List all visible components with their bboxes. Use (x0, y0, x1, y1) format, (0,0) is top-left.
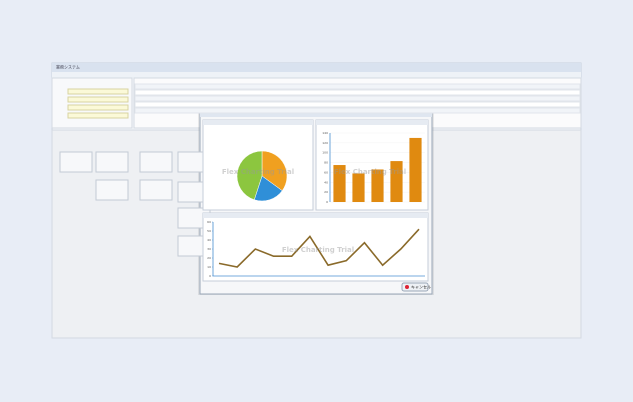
chart-panel (202, 212, 429, 282)
flow-node (95, 151, 129, 173)
table-row (134, 107, 581, 114)
y-tick-label: 60 (207, 220, 211, 224)
panel-header (203, 120, 313, 125)
table-row (134, 89, 581, 96)
watermark: Flex Charting Trial (282, 246, 354, 254)
cancel-label: キャンセル (411, 285, 431, 290)
bar (390, 161, 403, 202)
watermark: Flex Charting Trial (222, 168, 294, 176)
y-tick-label: 100 (322, 151, 328, 155)
flow-node (139, 179, 173, 201)
bar (333, 165, 346, 202)
flow-node (139, 151, 173, 173)
y-tick-label: 0 (326, 200, 328, 204)
form-field (67, 88, 129, 95)
form-field (67, 96, 129, 103)
y-tick-label: 140 (322, 131, 328, 135)
panel-header (203, 213, 428, 218)
panel-header (316, 120, 428, 125)
bar (409, 137, 422, 202)
app-title: 業務システム (56, 64, 80, 70)
y-tick-label: 120 (322, 141, 328, 145)
y-tick-label: 30 (207, 247, 211, 251)
table-row (134, 83, 581, 90)
cancel-icon (405, 285, 409, 289)
form-field (67, 112, 129, 119)
line-series (218, 228, 420, 268)
cancel-button[interactable] (401, 282, 429, 292)
watermark: Flex Charting Trial (334, 168, 406, 176)
pie-slice (261, 150, 288, 192)
flow-node (59, 151, 93, 173)
y-tick-label: 40 (207, 238, 211, 242)
flow-node (95, 179, 129, 201)
bar (352, 173, 365, 202)
pie-slice (236, 150, 263, 201)
y-tick-label: 20 (207, 256, 211, 260)
y-tick-label: 10 (207, 265, 211, 269)
app-titlebar (52, 63, 581, 72)
table-row (134, 101, 581, 108)
search-form (51, 77, 133, 129)
table-row (134, 95, 581, 102)
y-tick-label: 60 (324, 170, 328, 174)
menu-bar (52, 72, 581, 78)
y-tick-label: 20 (324, 190, 328, 194)
y-tick-label: 50 (207, 229, 211, 233)
y-tick-label: 40 (324, 180, 328, 184)
y-tick-label: 0 (209, 274, 211, 278)
y-tick-label: 80 (324, 161, 328, 165)
bar (371, 169, 384, 202)
form-field (67, 104, 129, 111)
